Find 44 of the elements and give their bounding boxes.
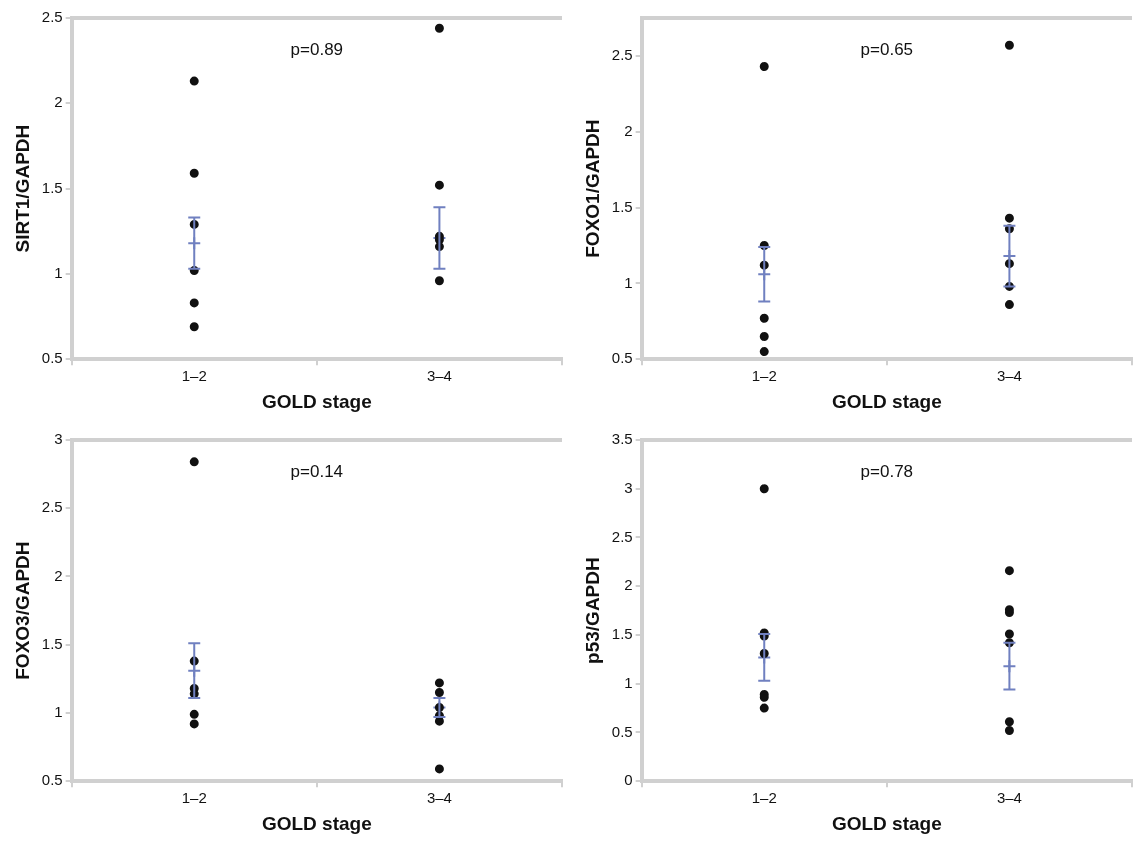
y-tick-label: 1 bbox=[54, 264, 63, 282]
annotation: p=0.78 bbox=[860, 461, 914, 481]
y-tick-label: 2 bbox=[54, 566, 63, 584]
y-tick-label: 1.5 bbox=[41, 178, 63, 196]
y-tick-label: 1.5 bbox=[41, 634, 63, 652]
y-tick-label: 1 bbox=[624, 673, 633, 691]
annotation: p=0.65 bbox=[860, 39, 914, 59]
x-tick-label: 1–2 bbox=[181, 789, 207, 807]
y-tick-label: 0 bbox=[624, 771, 633, 789]
y-tick-label: 2.5 bbox=[611, 527, 633, 545]
y-axis-title: FOXO3/GAPDH bbox=[11, 541, 33, 680]
y-tick-label: 2.5 bbox=[41, 498, 63, 516]
y-tick-label: 3 bbox=[624, 478, 633, 496]
y-tick-label: 0.5 bbox=[41, 771, 63, 789]
y-axis-title: FOXO1/GAPDH bbox=[581, 119, 603, 258]
y-tick-label: 3.5 bbox=[611, 430, 633, 448]
x-axis-title: GOLD stage bbox=[831, 812, 942, 834]
y-tick-label: 1 bbox=[54, 703, 63, 721]
y-axis-title: p53/GAPDH bbox=[581, 557, 603, 664]
y-tick-label: 1 bbox=[624, 273, 633, 291]
y-tick-label: 0.5 bbox=[611, 722, 633, 740]
x-tick-label: 1–2 bbox=[751, 367, 777, 385]
x-axis-title: GOLD stage bbox=[831, 390, 942, 412]
x-axis-title: GOLD stage bbox=[261, 390, 372, 412]
x-tick-label: 3–4 bbox=[996, 367, 1022, 385]
x-tick-label: 1–2 bbox=[181, 367, 207, 385]
y-tick-label: 1.5 bbox=[611, 625, 633, 643]
y-tick-label: 2 bbox=[624, 576, 633, 594]
y-tick-label: 2 bbox=[624, 121, 633, 139]
y-tick-label: 2.5 bbox=[41, 8, 63, 26]
y-tick-label: 1.5 bbox=[611, 197, 633, 215]
y-tick-label: 2.5 bbox=[611, 46, 633, 64]
y-tick-label: 0.5 bbox=[611, 349, 633, 367]
y-tick-label: 0.5 bbox=[41, 349, 63, 367]
y-tick-label: 2 bbox=[54, 93, 63, 111]
y-tick-label: 3 bbox=[54, 430, 63, 448]
annotation: p=0.89 bbox=[290, 39, 344, 59]
x-tick-label: 1–2 bbox=[751, 789, 777, 807]
x-tick-label: 3–4 bbox=[426, 367, 452, 385]
y-axis-title: SIRT1/GAPDH bbox=[11, 124, 33, 253]
x-tick-label: 3–4 bbox=[426, 789, 452, 807]
x-axis-title: GOLD stage bbox=[261, 812, 372, 834]
annotation: p=0.14 bbox=[290, 461, 344, 481]
x-tick-label: 3–4 bbox=[996, 789, 1022, 807]
